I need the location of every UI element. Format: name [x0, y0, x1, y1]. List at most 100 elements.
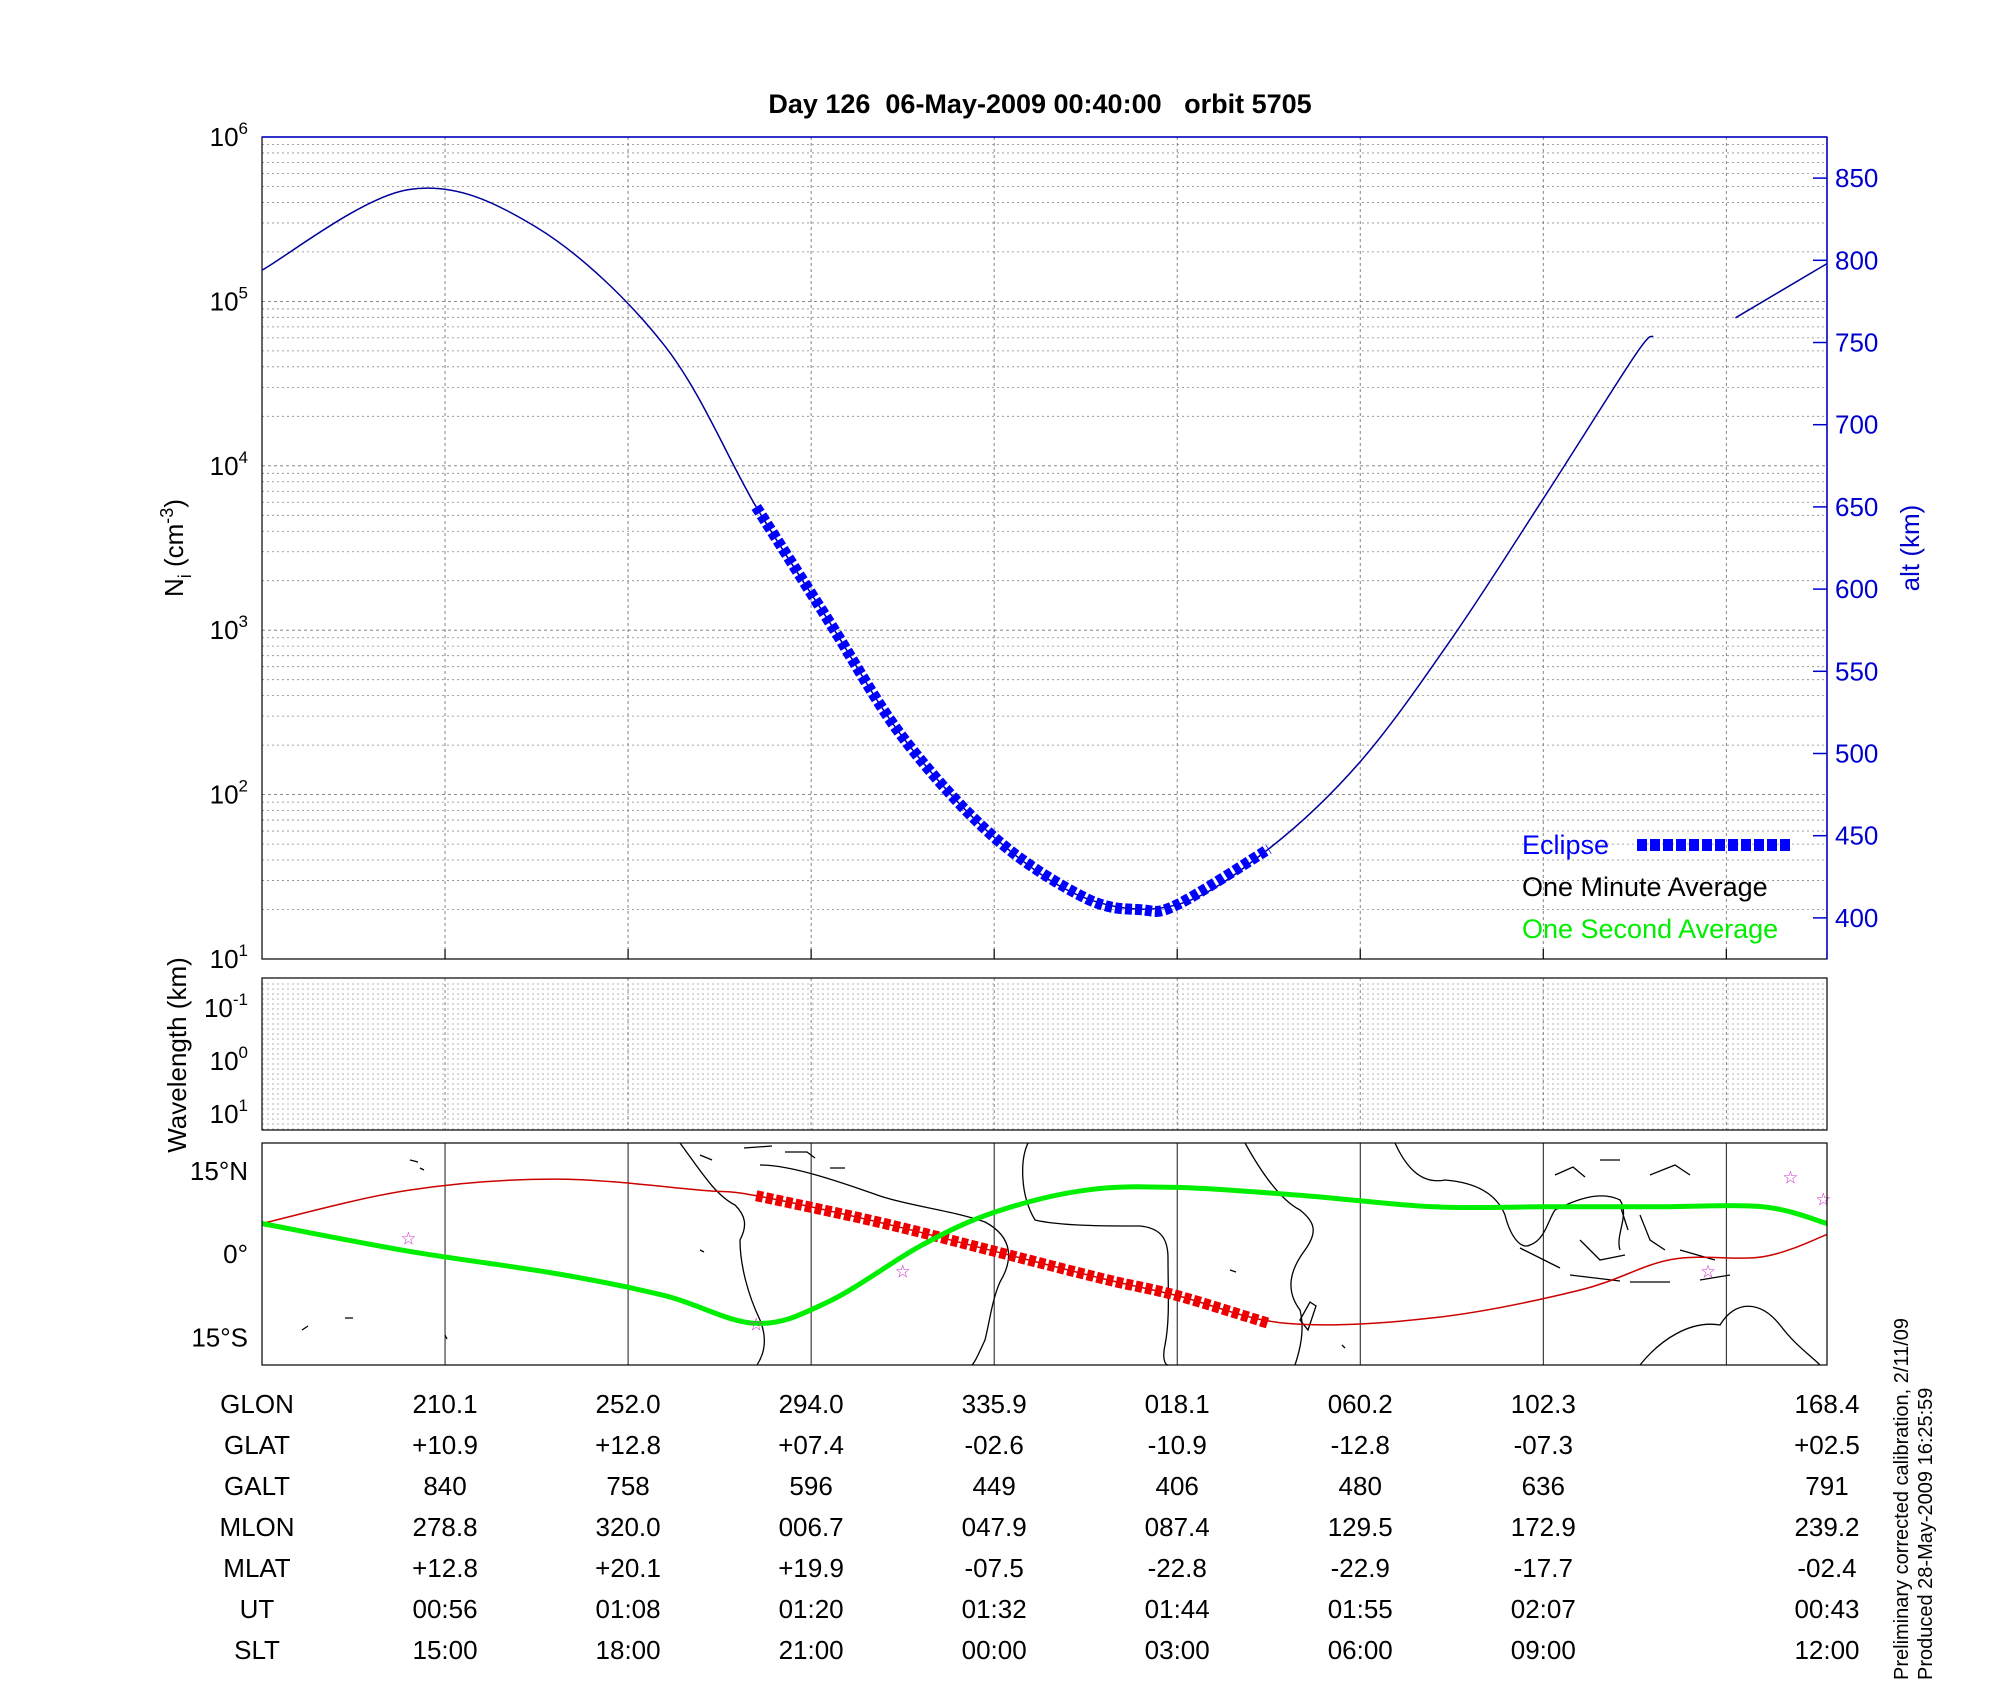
- density-series: [261, 187, 1828, 917]
- wavelength-tick-label: 101: [210, 1096, 248, 1129]
- table-cell: -02.6: [965, 1430, 1024, 1460]
- table-cell: 06:00: [1328, 1635, 1393, 1665]
- table-cell: 01:44: [1145, 1594, 1210, 1624]
- altitude-tick-label: 750: [1835, 328, 1878, 358]
- coastline-indonesia: [1519, 1204, 1731, 1283]
- table-cell: 210.1: [413, 1389, 478, 1419]
- altitude-tick-label: 550: [1835, 656, 1878, 686]
- density-tick-label: 105: [210, 283, 248, 316]
- map-y-ticks: 15°N 0° 15°S: [190, 1156, 248, 1353]
- star-marker: ☆: [1782, 1167, 1798, 1188]
- table-cell: 278.8: [413, 1512, 478, 1542]
- table-cell: -02.4: [1797, 1553, 1856, 1583]
- table-cell: 335.9: [962, 1389, 1027, 1419]
- table-cell: -22.8: [1148, 1553, 1207, 1583]
- star-marker: ☆: [1815, 1190, 1831, 1211]
- wavelength-grid: [262, 978, 1827, 1130]
- table-cell: 406: [1156, 1471, 1199, 1501]
- table-cell: 15:00: [413, 1635, 478, 1665]
- table-cell: -22.9: [1331, 1553, 1390, 1583]
- table-cell: 006.7: [779, 1512, 844, 1542]
- table-cell: 01:55: [1328, 1594, 1393, 1624]
- table-cell: 102.3: [1511, 1389, 1576, 1419]
- map-grid: [444, 1143, 1727, 1365]
- legend-label: Eclipse: [1522, 830, 1609, 860]
- table-cell: 00:00: [962, 1635, 1027, 1665]
- table-cell: 02:07: [1511, 1594, 1576, 1624]
- altitude-tick-label: 650: [1835, 492, 1878, 522]
- latitude-tick-label: 15°N: [190, 1156, 248, 1186]
- wavelength-y-label: Wavelength (km): [162, 957, 192, 1153]
- table-row-label: MLAT: [223, 1553, 291, 1583]
- table-row-label: UT: [240, 1594, 275, 1624]
- density-tick-label: 103: [210, 612, 248, 645]
- density-y-label: Ni (cm-3): [157, 499, 195, 597]
- table-cell: -07.5: [965, 1553, 1024, 1583]
- table-cell: -07.3: [1514, 1430, 1573, 1460]
- table-cell: 252.0: [596, 1389, 661, 1419]
- table-cell: 294.0: [779, 1389, 844, 1419]
- table-cell: +02.5: [1794, 1430, 1860, 1460]
- map-plot-frame: [261, 1142, 1828, 1366]
- table-cell: +20.1: [595, 1553, 661, 1583]
- latitude-tick-label: 0°: [223, 1239, 248, 1269]
- orbit-table: GLON GLAT GALT MLON MLAT UT SLT 210.1 +10.9 840 27…: [219, 1389, 1859, 1665]
- table-cell: 12:00: [1794, 1635, 1859, 1665]
- altitude-y-ticks: 400 450 500 550 600 650 700 750 800 850: [1813, 163, 1878, 933]
- credit-produced: Produced 28-May-2009 16:25:59: [1915, 1388, 1937, 1680]
- table-cell: 087.4: [1145, 1512, 1210, 1542]
- table-cell: 636: [1522, 1471, 1565, 1501]
- table-cell: 047.9: [962, 1512, 1027, 1542]
- table-cell: 320.0: [596, 1512, 661, 1542]
- table-cell: 129.5: [1328, 1512, 1393, 1542]
- table-row-label: GALT: [224, 1471, 290, 1501]
- table-cell: -10.9: [1148, 1430, 1207, 1460]
- magnetic-equator-line: [261, 1184, 1828, 1326]
- table-cell: 480: [1339, 1471, 1382, 1501]
- table-cell: 00:56: [413, 1594, 478, 1624]
- table-cell: 00:43: [1794, 1594, 1859, 1624]
- table-cell: 168.4: [1794, 1389, 1859, 1419]
- altitude-tick-label: 450: [1835, 821, 1878, 851]
- eclipse-series-line: [751, 503, 1272, 917]
- table-cell: 01:32: [962, 1594, 1027, 1624]
- latitude-tick-label: 15°S: [191, 1322, 248, 1352]
- density-y-ticks: 101 102 103 104 105 106: [210, 119, 248, 974]
- table-cell: 596: [789, 1471, 832, 1501]
- coastline-americas: [679, 1142, 1010, 1366]
- table-cell: +10.9: [412, 1430, 478, 1460]
- altitude-tick-label: 800: [1835, 245, 1878, 275]
- table-cell: 791: [1805, 1471, 1848, 1501]
- altitude-tick-label: 500: [1835, 739, 1878, 769]
- density-tick-label: 104: [210, 448, 248, 481]
- coastline-asia: [1394, 1142, 1691, 1251]
- table-row-label: GLON: [220, 1389, 294, 1419]
- wavelength-tick-label: 10-1: [204, 990, 248, 1023]
- legend-label: One Second Average: [1522, 914, 1778, 944]
- wavelength-plot-frame: [261, 977, 1828, 1131]
- table-cell: 18:00: [596, 1635, 661, 1665]
- map-series: ☆ ☆ ☆ ☆ ☆ ☆: [261, 1167, 1831, 1335]
- density-panel: 101 102 103 104 105 106 400 450 500 550 600 650 700…: [157, 119, 1925, 974]
- table-cell: 018.1: [1145, 1389, 1210, 1419]
- coastline-islands: [301, 1159, 1346, 1349]
- coastline-caribbean: [699, 1145, 845, 1169]
- table-row-label: MLON: [219, 1512, 294, 1542]
- credit-calibration: Preliminary corrected calibration, 2/11/…: [1891, 1318, 1913, 1680]
- star-marker: ☆: [895, 1262, 911, 1283]
- table-row-label: GLAT: [224, 1430, 290, 1460]
- table-cell: 172.9: [1511, 1512, 1576, 1542]
- chart-title: Day 126 06-May-2009 00:40:00 orbit 5705: [768, 89, 1311, 119]
- table-cell: 01:20: [779, 1594, 844, 1624]
- altitude-tick-label: 600: [1835, 574, 1878, 604]
- table-cell: +12.8: [595, 1430, 661, 1460]
- table-cell: 060.2: [1328, 1389, 1393, 1419]
- map-panel: ☆ ☆ ☆ ☆ ☆ ☆ 15°N 0° 15°S: [190, 1142, 1831, 1366]
- density-tick-label: 102: [210, 777, 248, 810]
- table-cell: 01:08: [596, 1594, 661, 1624]
- table-cell: -17.7: [1514, 1553, 1573, 1583]
- table-cell: 03:00: [1145, 1635, 1210, 1665]
- star-marker: ☆: [400, 1228, 416, 1249]
- altitude-tick-label: 400: [1835, 903, 1878, 933]
